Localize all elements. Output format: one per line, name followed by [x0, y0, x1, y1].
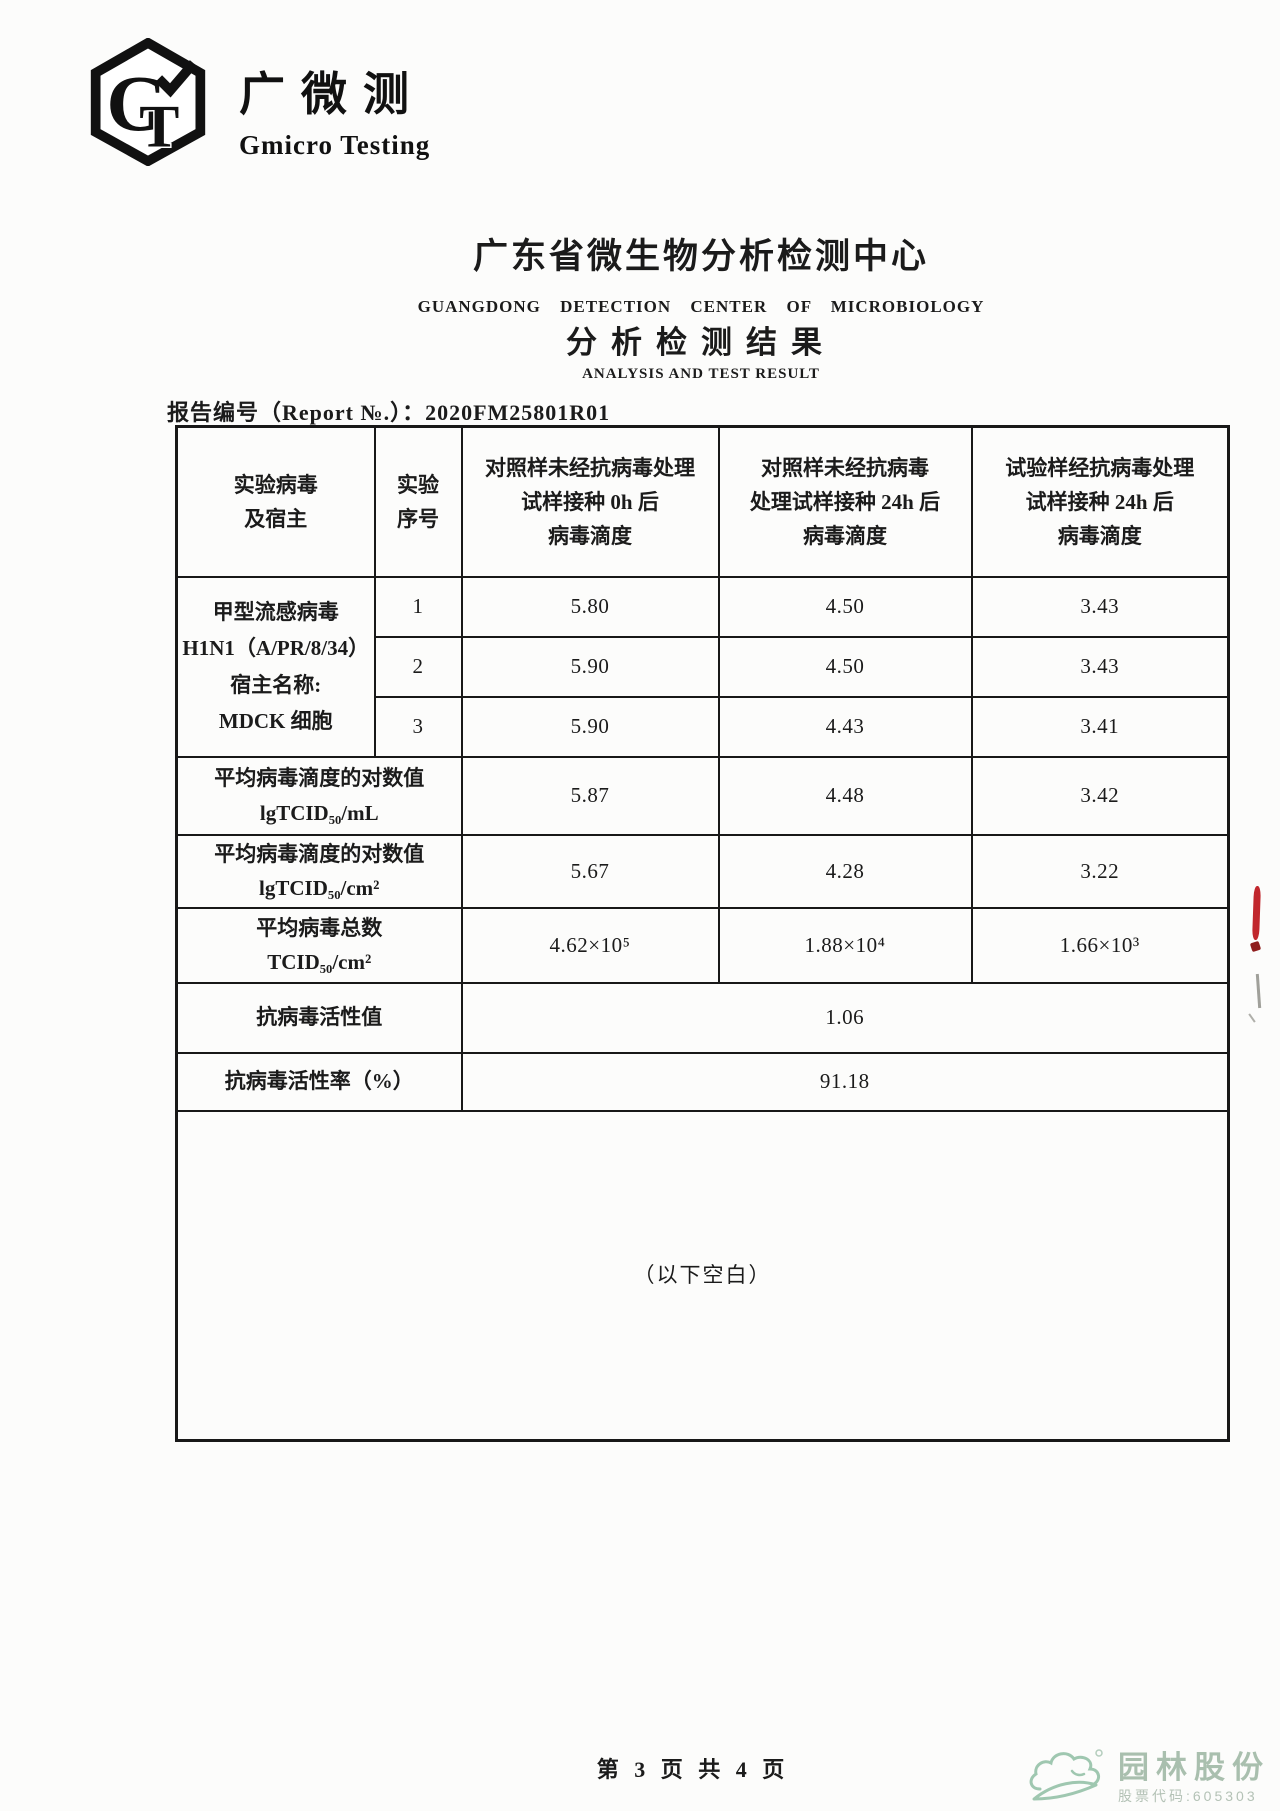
report-number-label: 报告编号（Report №.）： — [167, 400, 426, 425]
header-virus-host: 实验病毒 及宿主 — [175, 425, 376, 578]
gmicro-logo: G T 广微测 Gmicro Testing — [85, 38, 430, 166]
svg-text:G: G — [106, 60, 168, 148]
watermark-stock-code: 股票代码:605303 — [1118, 1788, 1258, 1804]
table-row-total-virus: 平均病毒总数 TCID₅₀/cm² 4.62×10⁵ 1.88×10⁴ 1.66… — [175, 906, 1230, 984]
trial-no-cell: 1 — [373, 575, 463, 638]
total-virus-24h-control: 1.88×10⁴ — [717, 906, 973, 984]
gray-pen-mark — [1255, 973, 1262, 1009]
registered-mark-icon — [1095, 1749, 1103, 1757]
activity-rate-label: 抗病毒活性率（%） — [175, 1051, 463, 1112]
header-titer-0h: 对照样未经抗病毒处理 试样接种 0h 后 病毒滴度 — [460, 425, 720, 578]
report-number-value: 2020FM25801R01 — [425, 400, 611, 425]
org-title-cn: 广东省微生物分析检测中心 — [472, 237, 929, 276]
gmicro-logo-text: 广微测 Gmicro Testing — [239, 38, 430, 159]
total-virus-0h: 4.62×10⁵ — [460, 906, 720, 984]
gray-pen-mark-small — [1248, 1013, 1256, 1023]
results-table: 实验病毒 及宿主 实验 序号 对照样未经抗病毒处理 试样接种 0h 后 病毒滴度… — [175, 425, 1230, 1442]
header-titer-24h-control: 对照样未经抗病毒 处理试样接种 24h 后 病毒滴度 — [717, 425, 973, 578]
table-row-activity-value: 抗病毒活性值 1.06 — [175, 981, 1230, 1054]
red-proof-mark-small — [1249, 940, 1262, 953]
trial-no-cell: 3 — [373, 695, 463, 758]
blank-below-note: （以下空白） — [175, 1109, 1230, 1442]
table-row-trial-3: 3 5.90 4.43 3.41 — [177, 695, 1230, 758]
header-trial-no: 实验 序号 — [373, 425, 463, 578]
avg-ml-24h-control: 4.48 — [717, 755, 973, 836]
page-number: 第 3 页 共 4 页 — [596, 1757, 790, 1782]
table-row-activity-rate: 抗病毒活性率（%） 91.18 — [175, 1051, 1230, 1112]
avg-cm2-label: 平均病毒滴度的对数值 lgTCID₅₀/cm² — [175, 833, 463, 909]
titer-0h-cell: 5.90 — [460, 695, 720, 758]
svg-text:T: T — [139, 93, 179, 160]
table-row-avg-cm2: 平均病毒滴度的对数值 lgTCID₅₀/cm² 5.67 4.28 3.22 — [175, 833, 1230, 909]
virus-host-cell: 甲型流感病毒 H1N1（A/PR/8/34） 宿主名称: MDCK 细胞 — [175, 575, 376, 758]
titer-24h-test-cell: 3.43 — [970, 635, 1230, 698]
avg-cm2-24h-control: 4.28 — [717, 833, 973, 909]
logo-name-en: Gmicro Testing — [239, 130, 431, 160]
table-row-trial-2: 2 5.90 4.50 3.43 — [177, 635, 1230, 698]
avg-ml-label: 平均病毒滴度的对数值 lgTCID₅₀/mL — [175, 755, 463, 836]
header-titer-24h-test: 试验样经抗病毒处理 试样接种 24h 后 病毒滴度 — [970, 425, 1230, 578]
titer-24h-control-cell: 4.50 — [717, 635, 973, 698]
doc-title-en: ANALYSIS AND TEST RESULT — [582, 366, 820, 382]
titer-0h-cell: 5.80 — [460, 575, 720, 638]
red-proof-mark — [1252, 885, 1261, 941]
watermark-text: 园林股份 股票代码:605303 — [1118, 1752, 1270, 1809]
activity-rate: 91.18 — [460, 1051, 1230, 1112]
logo-name-cn: 广微测 — [239, 69, 425, 120]
titer-24h-control-cell: 4.43 — [717, 695, 973, 758]
company-watermark: 园林股份 股票代码:605303 — [1026, 1741, 1270, 1809]
table-row-avg-ml: 平均病毒滴度的对数值 lgTCID₅₀/mL 5.87 4.48 3.42 — [175, 755, 1230, 836]
total-virus-label: 平均病毒总数 TCID₅₀/cm² — [175, 906, 463, 984]
table-row-blank: （以下空白） — [175, 1109, 1230, 1442]
gmicro-hexagon-gt-icon: G T — [90, 38, 206, 166]
avg-cm2-24h-test: 3.22 — [970, 833, 1230, 909]
avg-ml-0h: 5.87 — [460, 755, 720, 836]
activity-value-label: 抗病毒活性值 — [175, 981, 463, 1054]
titer-0h-cell: 5.90 — [460, 635, 720, 698]
trial-no-cell: 2 — [373, 635, 463, 698]
activity-value: 1.06 — [460, 981, 1230, 1054]
table-row-trial-1: 甲型流感病毒 H1N1（A/PR/8/34） 宿主名称: MDCK 细胞 1 5… — [175, 575, 1230, 758]
watermark-company-name: 园林股份 — [1118, 1750, 1270, 1785]
doc-title-cn: 分析检测结果 — [566, 325, 836, 360]
check-mark-icon — [155, 60, 198, 98]
table-header-row: 实验病毒 及宿主 实验 序号 对照样未经抗病毒处理 试样接种 0h 后 病毒滴度… — [175, 425, 1230, 578]
titer-24h-test-cell: 3.43 — [970, 575, 1230, 638]
cloud-hill-logo-icon — [1029, 1749, 1103, 1801]
avg-ml-24h-test: 3.42 — [970, 755, 1230, 836]
total-virus-24h-test: 1.66×10³ — [970, 906, 1230, 984]
org-title-en: GUANGDONG DETECTION CENTER OF MICROBIOLO… — [417, 297, 985, 316]
titer-24h-test-cell: 3.41 — [970, 695, 1230, 758]
report-number-line: 报告编号（Report №.）：2020FM25801R01 — [167, 395, 610, 427]
titer-24h-control-cell: 4.50 — [717, 575, 973, 638]
avg-cm2-0h: 5.67 — [460, 833, 720, 909]
